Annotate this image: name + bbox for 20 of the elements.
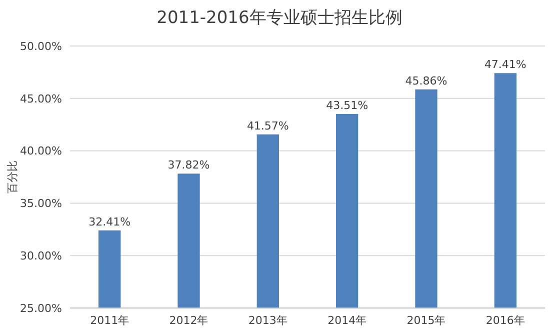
x-tick-label: 2013年 [248,314,288,327]
data-label: 45.86% [405,74,448,88]
y-tick-label: 45.00% [20,92,62,106]
y-tick-label: 35.00% [20,197,62,210]
y-tick-label: 50.00% [20,40,62,53]
x-tick-label: 2011年 [90,314,130,327]
data-label: 43.51% [326,99,368,112]
y-tick-label: 25.00% [20,302,62,315]
data-label: 37.82% [168,158,210,172]
y-axis-title: 百分比 [6,160,19,194]
x-tick-label: 2015年 [406,314,446,327]
data-label: 32.41% [88,215,131,228]
x-tick-label: 2014年 [328,314,367,327]
x-tick-label: 2016年 [486,314,525,327]
data-label: 47.41% [484,58,526,72]
data-label: 41.57% [246,119,289,132]
x-tick-label: 2012年 [169,314,208,327]
chart-title: 2011-2016年专业硕士招生比例 [156,7,404,29]
y-tick-label: 30.00% [20,250,62,263]
y-tick-label: 40.00% [20,144,62,158]
